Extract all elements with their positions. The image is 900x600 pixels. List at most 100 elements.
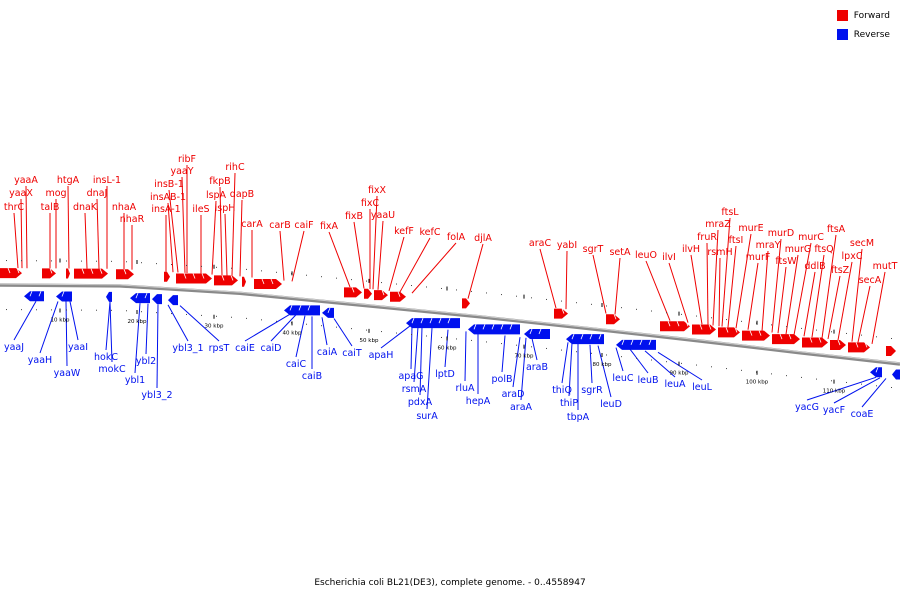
gene-divider [639,339,643,345]
reverse-gene-label: rluA [455,383,475,394]
forward-gene-label: insAB-1 [150,192,186,203]
forward-gene-leader [328,231,351,288]
forward-gene-block [254,279,282,290]
scale-dot [396,332,397,334]
scale-dot [846,381,847,383]
forward-gene-leader [13,212,19,269]
reverse-gene-label: coaE [851,409,874,420]
gene-divider [855,342,859,348]
forward-gene-label: dapB [230,189,254,200]
gene-divider [99,268,103,274]
gene-divider [676,321,680,327]
figure-caption: Escherichia coli BL21(DE3), complete gen… [314,578,586,588]
forward-gene-label: fkpB [209,176,230,187]
reverse-gene-label: leuD [600,399,622,410]
forward-gene-leader [411,242,457,294]
reverse-gene-block [284,305,320,316]
scale-dot [831,380,832,382]
gene-divider [621,339,625,345]
forward-gene-block [692,324,716,335]
forward-gene-label: nhaA [112,202,137,213]
scale-dot [336,326,337,328]
gene-divider [38,291,42,297]
reverse-gene-label: caiB [302,371,322,382]
forward-gene-leader [224,213,228,276]
forward-track: thrC yaaX yaaA talB mog htgA dnaK dnaJ insL-1 nha… [0,154,898,356]
forward-gene-block [374,290,388,301]
scale-dot [231,267,232,269]
gene-divider [289,305,293,311]
reverse-gene-leader [512,337,521,388]
scale-dot [6,260,7,262]
forward-gene-leader [539,248,557,309]
forward-gene-block [462,298,470,309]
forward-gene-block [74,268,108,279]
gene-divider [230,275,234,281]
forward-gene-label: kefC [420,227,441,238]
gene-divider [29,291,33,297]
forward-gene-block [830,340,846,351]
scale-dot [651,359,652,361]
scale-dot [81,260,82,262]
gene-divider [699,324,703,330]
forward-gene-leader [84,212,88,269]
forward-gene-label: thrC [4,202,25,213]
gene-divider [307,305,311,311]
gene-divider [482,324,486,330]
reverse-gene-label: hepA [466,396,491,407]
forward-gene-leader [718,257,721,327]
gene-divider [598,334,602,340]
scale-dot [186,313,187,315]
forward-gene-label: insB-1 [154,179,184,190]
reverse-gene-leader [413,326,419,383]
forward-gene-label: ddlB [804,261,825,272]
gene-divider [49,268,53,274]
scale-dot [681,362,682,364]
scale-dot [411,334,412,336]
scale-dot [516,344,517,346]
scale-dot [516,295,517,297]
reverse-gene-leader [69,301,79,341]
forward-gene-leader [20,198,23,269]
forward-gene-label: insL-1 [93,175,121,186]
genome-backbone-highlight [0,283,900,364]
forward-gene-leader [712,229,719,326]
gene-divider [734,327,738,333]
forward-gene-leader [706,242,709,325]
scale-dot [531,346,532,348]
scale-dot [846,332,847,334]
forward-gene-leader [181,176,186,273]
scale-dot [216,315,217,317]
scale-dot [606,354,607,356]
gene-divider [183,273,187,279]
gene-divider [144,292,148,299]
legend-reverse: Reverse [836,28,890,41]
gene-divider [135,292,139,299]
forward-gene-label: fruR [697,232,717,243]
reverse-gene-leader [295,315,306,358]
scale-dot [696,364,697,366]
scale-dot [786,375,787,377]
scale-dot [21,260,22,262]
forward-gene-label: fixB [345,211,363,222]
forward-gene-label: ftsQ [814,244,833,255]
scale-dot [306,323,307,325]
reverse-gene-leader [145,303,149,355]
forward-gene-leader [827,275,841,340]
reverse-gene-label: hokC [94,352,118,363]
forward-gene-label: lpxC [842,251,863,262]
gene-divider [351,287,355,293]
forward-gene-leader [239,199,243,277]
forward-gene-block [772,334,800,345]
scale-dot [111,260,112,262]
scale-dot [321,276,322,278]
forward-gene-leader [727,245,737,328]
forward-gene-label: yaaU [371,210,395,221]
scale-dot [591,352,592,354]
reverse-gene-label: yaaH [28,355,52,366]
gene-divider [16,267,20,274]
forward-gene-leader [837,261,853,341]
forward-gene-label: mog [45,188,66,199]
legend-reverse-label: Reverse [853,29,890,40]
reverse-gene-label: caiT [342,348,362,359]
